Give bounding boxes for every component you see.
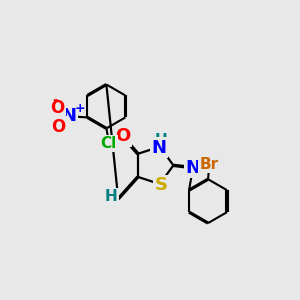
Text: +: + [74,102,85,115]
Text: Br: Br [200,157,219,172]
Text: S: S [154,176,167,194]
Text: O: O [115,128,130,146]
Text: N: N [151,139,166,157]
Text: O: O [50,99,64,117]
Text: H: H [105,189,118,204]
Text: -: - [53,93,58,107]
Text: O: O [51,118,66,136]
Text: H: H [154,134,167,148]
Text: Cl: Cl [100,136,117,151]
Text: N: N [61,107,76,125]
Text: N: N [185,159,200,177]
